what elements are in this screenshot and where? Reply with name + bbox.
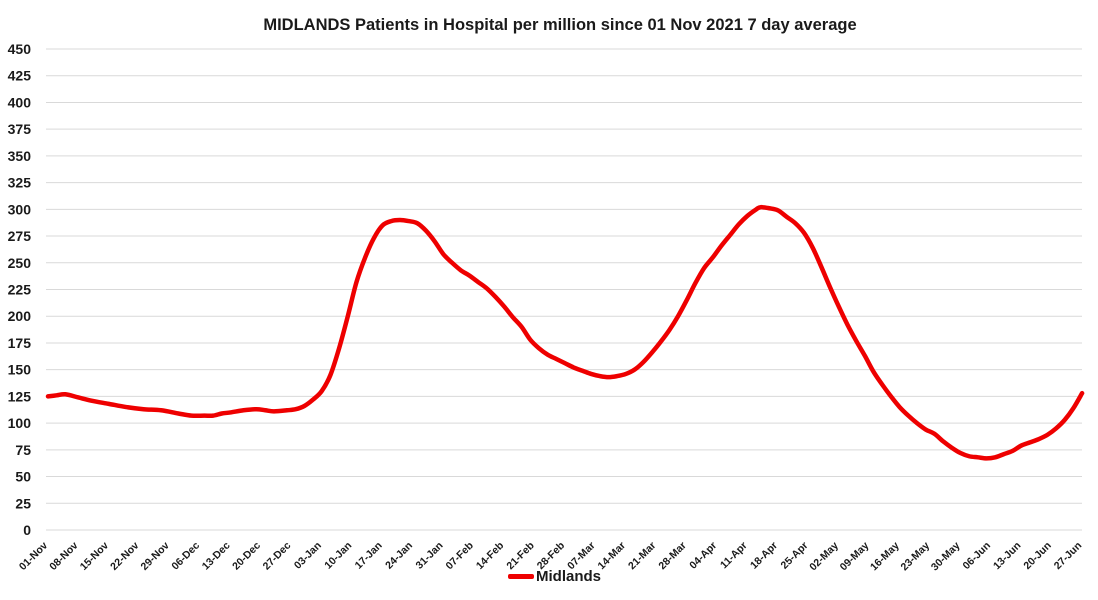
x-tick-label: 17-Jan	[353, 540, 385, 572]
x-tick-label: 07-Feb	[444, 540, 476, 572]
gridlines	[46, 48, 1082, 531]
x-tick-label: 24-Jan	[383, 540, 415, 572]
y-tick-label: 375	[8, 121, 32, 137]
x-tick-label: 30-May	[929, 540, 963, 574]
y-tick-label: 250	[8, 255, 32, 271]
x-tick-label: 21-Mar	[626, 540, 658, 572]
y-axis-tick-labels: 0 25 50 75 100 125 150 175 200 225 250 275 300 325 350…	[8, 41, 32, 538]
y-tick-label: 225	[8, 282, 32, 298]
series-line-midlands	[45, 204, 1085, 461]
y-tick-label: 450	[8, 41, 32, 57]
y-tick-label: 275	[8, 228, 32, 244]
x-tick-label: 31-Jan	[413, 540, 445, 572]
x-tick-label: 04-Apr	[687, 540, 719, 572]
y-tick-label: 25	[15, 495, 31, 511]
y-tick-label: 150	[8, 362, 32, 378]
x-tick-label: 29-Nov	[139, 540, 172, 573]
x-tick-label: 02-May	[807, 540, 841, 574]
legend-label: Midlands	[536, 568, 602, 585]
x-tick-label: 18-Apr	[748, 540, 780, 572]
y-tick-label: 325	[8, 175, 32, 191]
y-tick-label: 300	[8, 201, 32, 217]
x-tick-label: 27-Dec	[261, 540, 294, 573]
x-tick-label: 28-Mar	[656, 540, 688, 572]
x-tick-label: 20-Dec	[230, 540, 263, 573]
y-tick-label: 400	[8, 94, 32, 110]
x-tick-label: 06-Jun	[961, 540, 993, 572]
x-tick-label: 23-May	[898, 540, 932, 574]
y-tick-label: 175	[8, 335, 32, 351]
x-tick-label: 10-Jan	[322, 540, 354, 572]
y-tick-label: 75	[15, 442, 31, 458]
chart-title: MIDLANDS Patients in Hospital per millio…	[263, 16, 857, 34]
x-tick-label: 20-Jun	[1021, 540, 1053, 572]
y-tick-label: 350	[8, 148, 32, 164]
legend-swatch	[508, 574, 534, 579]
x-tick-label: 08-Nov	[47, 540, 80, 573]
x-tick-label: 11-Apr	[718, 540, 750, 572]
x-tick-label: 22-Nov	[108, 540, 141, 573]
x-tick-label: 16-May	[868, 540, 902, 574]
x-tick-label: 15-Nov	[78, 540, 111, 573]
x-tick-label: 27-Jun	[1052, 540, 1084, 572]
y-tick-label: 125	[8, 388, 32, 404]
x-tick-label: 13-Dec	[200, 540, 233, 573]
x-tick-label: 13-Jun	[991, 540, 1023, 572]
x-tick-label: 14-Feb	[474, 540, 506, 572]
x-tick-label: 25-Apr	[778, 540, 810, 572]
x-tick-label: 09-May	[838, 540, 872, 574]
series-layer	[45, 204, 1085, 461]
y-tick-label: 100	[8, 415, 32, 431]
x-tick-label: 03-Jan	[292, 540, 324, 572]
x-tick-label: 06-Dec	[169, 540, 202, 573]
legend: Midlands	[508, 568, 601, 585]
y-tick-label: 0	[23, 522, 31, 538]
y-tick-label: 200	[8, 308, 32, 324]
y-tick-label: 425	[8, 68, 32, 84]
y-tick-label: 50	[15, 469, 31, 485]
x-tick-label: 01-Nov	[17, 540, 50, 573]
